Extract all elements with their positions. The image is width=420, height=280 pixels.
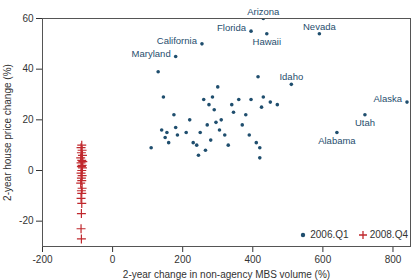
svg-text:-20: -20: [19, 215, 34, 226]
svg-text:Maryland: Maryland: [132, 48, 171, 59]
svg-text:20: 20: [22, 114, 34, 125]
svg-text:Hawaii: Hawaii: [253, 36, 282, 47]
svg-text:400: 400: [244, 254, 261, 265]
svg-text:200: 200: [174, 254, 191, 265]
svg-text:60: 60: [22, 13, 34, 24]
html-text:2006.Q1: 2006.Q1: [310, 229, 349, 240]
svg-text:0: 0: [28, 165, 34, 176]
svg-text:Idaho: Idaho: [279, 71, 303, 82]
svg-text:Utah: Utah: [355, 117, 375, 128]
svg-text:Nevada: Nevada: [303, 21, 336, 32]
svg-text:Florida: Florida: [217, 22, 247, 33]
svg-text:California: California: [157, 35, 198, 46]
html-text:2008.Q4: 2008.Q4: [369, 229, 408, 240]
svg-text:Alaska: Alaska: [373, 93, 402, 104]
svg-text:600: 600: [315, 254, 332, 265]
svg-text:2-year house price change (%): 2-year house price change (%): [2, 64, 13, 201]
svg-text:2-year change in non-agency MB: 2-year change in non-agency MBS volume (…: [123, 269, 330, 280]
svg-text:800: 800: [385, 254, 402, 265]
svg-text:Alabama: Alabama: [318, 135, 356, 146]
svg-text:40: 40: [22, 63, 34, 74]
svg-text:-200: -200: [32, 254, 52, 265]
svg-text:0: 0: [110, 254, 116, 265]
svg-text:Arizona: Arizona: [247, 6, 280, 17]
